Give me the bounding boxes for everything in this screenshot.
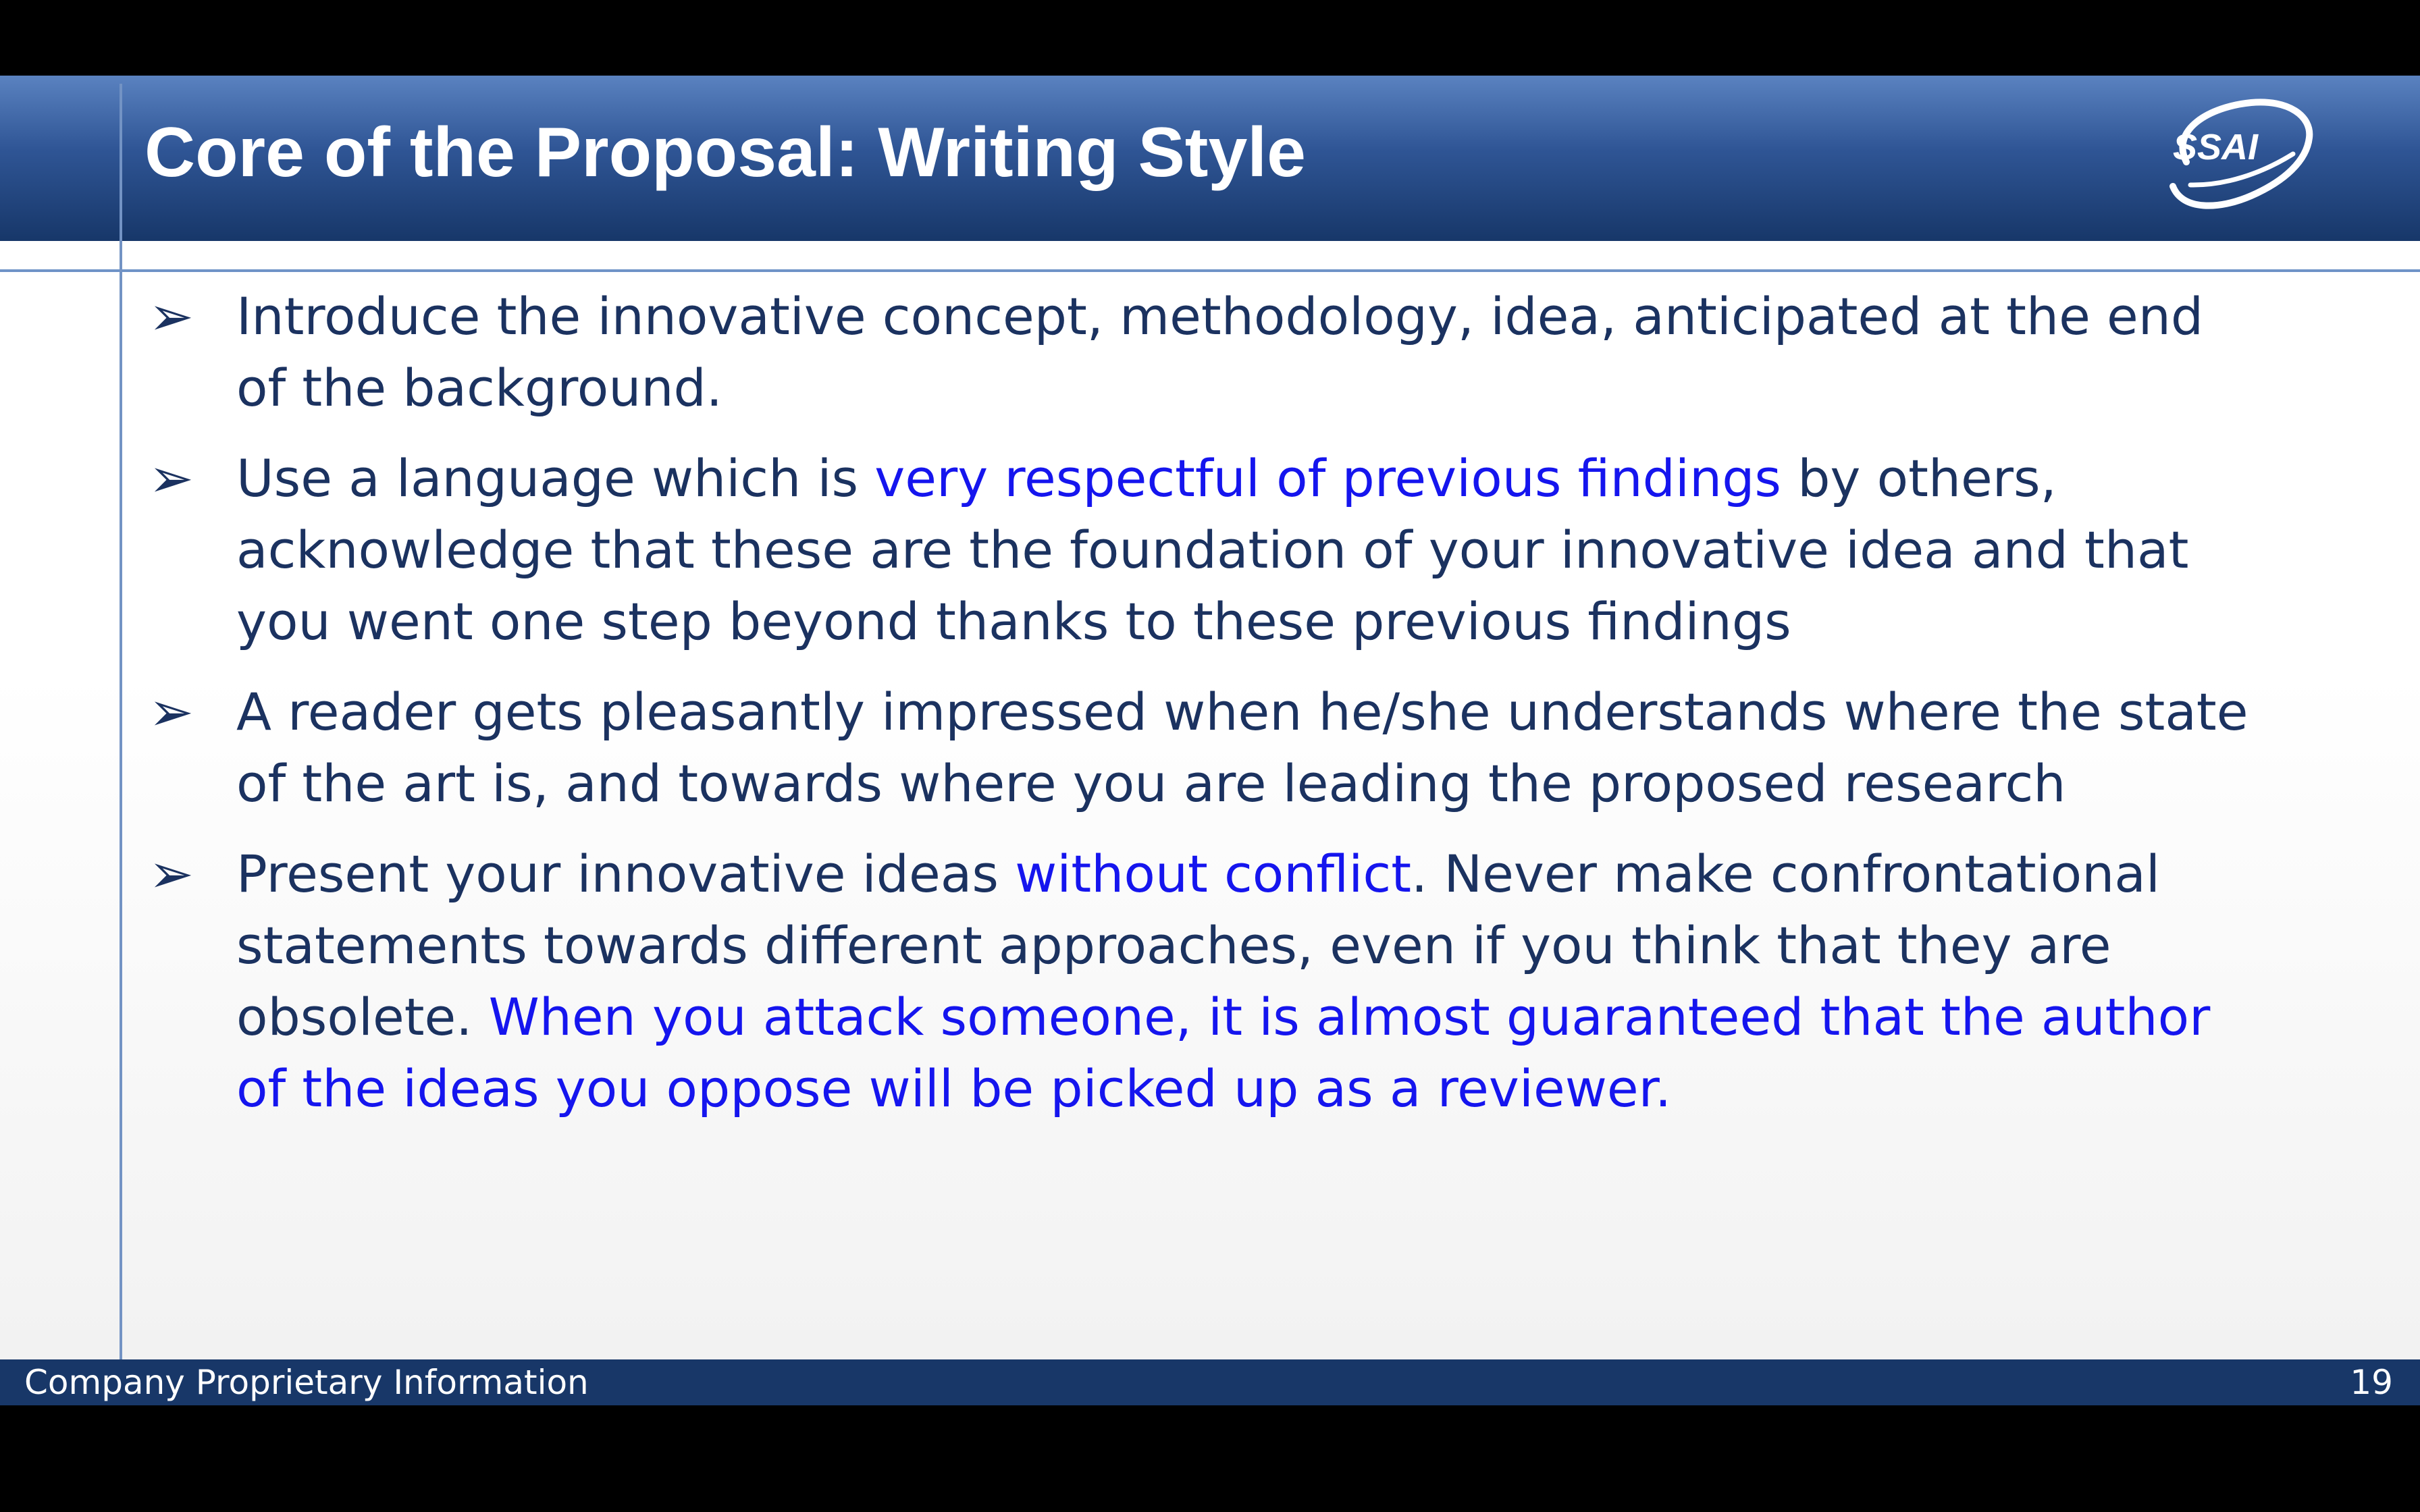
slide-footer: Company Proprietary Information 19 bbox=[0, 1359, 2420, 1405]
bullet-text-normal: A reader gets pleasantly impressed when … bbox=[236, 682, 2248, 813]
left-margin-divider bbox=[120, 84, 122, 1366]
arrowhead-bullet-icon: ➢ bbox=[149, 680, 194, 743]
bullet-item-state-of-art: ➢ A reader gets pleasantly impressed whe… bbox=[149, 676, 2269, 819]
bullet-item-without-conflict: ➢ Present your innovative ideas without … bbox=[149, 838, 2269, 1125]
bullet-text: Use a language which is very respectful … bbox=[236, 448, 2188, 651]
header-divider bbox=[0, 269, 2420, 272]
page-number: 19 bbox=[2350, 1363, 2393, 1402]
bullet-text: Introduce the innovative concept, method… bbox=[236, 286, 2203, 418]
slide-content: ➢ Introduce the innovative concept, meth… bbox=[149, 281, 2269, 1347]
bullet-text-emphasis: without conflict bbox=[1015, 844, 1411, 904]
arrowhead-bullet-icon: ➢ bbox=[149, 447, 194, 510]
bullet-text-normal: Present your innovative ideas bbox=[236, 844, 1016, 904]
presentation-slide: Core of the Proposal: Writing Style SSAI… bbox=[0, 76, 2420, 1405]
bullet-item-respectful-language: ➢ Use a language which is very respectfu… bbox=[149, 443, 2269, 657]
bullet-text-emphasis: very respectful of previous findings bbox=[874, 448, 1782, 508]
arrowhead-bullet-icon: ➢ bbox=[149, 842, 194, 905]
bullet-item-introduce: ➢ Introduce the innovative concept, meth… bbox=[149, 281, 2269, 424]
bullet-text-normal: . Never make confrontational statements … bbox=[236, 844, 2160, 1047]
bullet-text: A reader gets pleasantly impressed when … bbox=[236, 682, 2248, 813]
bullet-text-normal: Introduce the innovative concept, method… bbox=[236, 286, 2204, 418]
arrowhead-bullet-icon: ➢ bbox=[149, 285, 194, 348]
slide-header-band bbox=[0, 76, 2420, 241]
bullet-text: Present your innovative ideas without co… bbox=[236, 844, 2210, 1118]
company-proprietary-label: Company Proprietary Information bbox=[24, 1363, 589, 1402]
slide-title: Core of the Proposal: Writing Style bbox=[144, 113, 1307, 192]
bullet-text-normal: by others, acknowledge that these are th… bbox=[236, 448, 2189, 651]
ssai-logo-icon: SSAI bbox=[2169, 99, 2313, 209]
bullet-text-normal: Use a language which is bbox=[236, 448, 875, 508]
bullet-text-emphasis: When you attack someone, it is almost gu… bbox=[236, 987, 2211, 1118]
logo-text: SSAI bbox=[2173, 127, 2259, 167]
